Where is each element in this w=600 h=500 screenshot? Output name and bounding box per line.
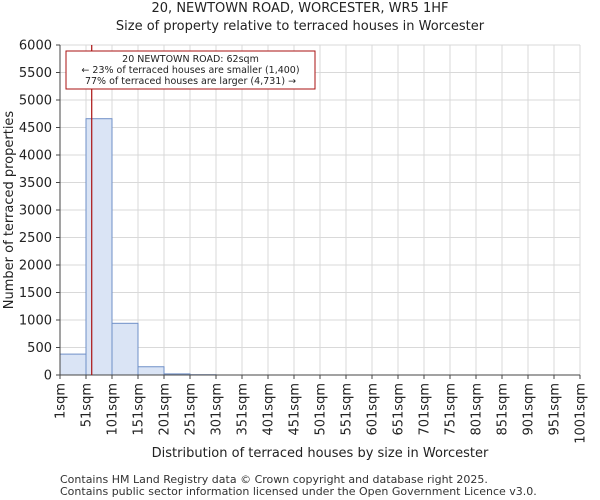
x-tick-label: 901sqm	[522, 383, 537, 436]
gridlines	[59, 44, 581, 376]
y-tick-label: 1000	[19, 314, 52, 329]
x-tick-label: 601sqm	[366, 383, 381, 436]
annotation-line1: 20 NEWTOWN ROAD: 62sqm	[122, 54, 259, 65]
x-tick-label: 751sqm	[444, 383, 459, 436]
histogram-chart: 0 500 1000 1500 2000 2500 3000 3500 4000 4500 5000…	[2, 39, 589, 462]
y-axis-label: Number of terraced properties	[2, 111, 17, 310]
x-tick-label: 951sqm	[548, 383, 563, 436]
bar	[59, 353, 87, 376]
x-tick-label: 701sqm	[418, 383, 433, 436]
annotation-line2: ← 23% of terraced houses are smaller (1,…	[81, 65, 299, 76]
y-tick-label: 5500	[19, 66, 52, 81]
footer-copyright: Contains HM Land Registry data © Crown c…	[60, 473, 488, 486]
y-tick-label: 1500	[19, 286, 52, 301]
y-tick-label: 6000	[19, 39, 52, 54]
x-tick-label: 501sqm	[314, 383, 329, 436]
x-tick-label: 351sqm	[236, 383, 251, 436]
x-tick-label: 801sqm	[470, 383, 485, 436]
x-tick-label: 651sqm	[392, 383, 407, 436]
x-tick-label: 1001sqm	[574, 383, 589, 444]
x-tick-label: 51sqm	[80, 383, 95, 427]
x-tick-label: 401sqm	[262, 383, 277, 436]
bar	[137, 366, 165, 376]
x-tick-label: 101sqm	[106, 383, 121, 436]
y-tick-label: 3000	[19, 204, 52, 219]
x-tick-label: 251sqm	[184, 383, 199, 436]
y-tick-label: 500	[27, 341, 52, 356]
y-tick-label: 5000	[19, 94, 52, 109]
x-tick-label: 1sqm	[54, 383, 69, 419]
bar	[111, 322, 139, 376]
chart-title-line2: Size of property relative to terraced ho…	[115, 19, 485, 34]
x-tick-label: 151sqm	[132, 383, 147, 436]
y-tick-label: 3500	[19, 176, 52, 191]
bar	[85, 118, 113, 376]
footer-licence: Contains public sector information licen…	[60, 485, 537, 498]
y-tick-label: 0	[44, 369, 52, 384]
x-tick-label: 451sqm	[288, 383, 303, 436]
bars	[59, 118, 217, 376]
chart-title-line1: 20, NEWTOWN ROAD, WORCESTER, WR5 1HF	[151, 1, 449, 16]
y-tick-label: 2500	[19, 231, 52, 246]
x-tick-label: 851sqm	[496, 383, 511, 436]
y-axis: 0 500 1000 1500 2000 2500 3000 3500 4000 4500 5000…	[19, 39, 61, 384]
y-tick-label: 4500	[19, 121, 52, 136]
x-tick-label: 301sqm	[210, 383, 225, 436]
x-axis: 1sqm 51sqm 101sqm 151sqm 201sqm 251sqm 301sqm 3…	[54, 374, 589, 444]
x-tick-label: 551sqm	[340, 383, 355, 436]
annotation-line3: 77% of terraced houses are larger (4,731…	[85, 76, 296, 87]
annotation-box: 20 NEWTOWN ROAD: 62sqm ← 23% of terraced…	[65, 50, 316, 90]
y-tick-label: 2000	[19, 259, 52, 274]
annotation-border	[65, 50, 316, 90]
y-tick-label: 4000	[19, 149, 52, 164]
x-tick-label: 201sqm	[158, 383, 173, 436]
x-axis-label: Distribution of terraced houses by size …	[152, 446, 489, 461]
